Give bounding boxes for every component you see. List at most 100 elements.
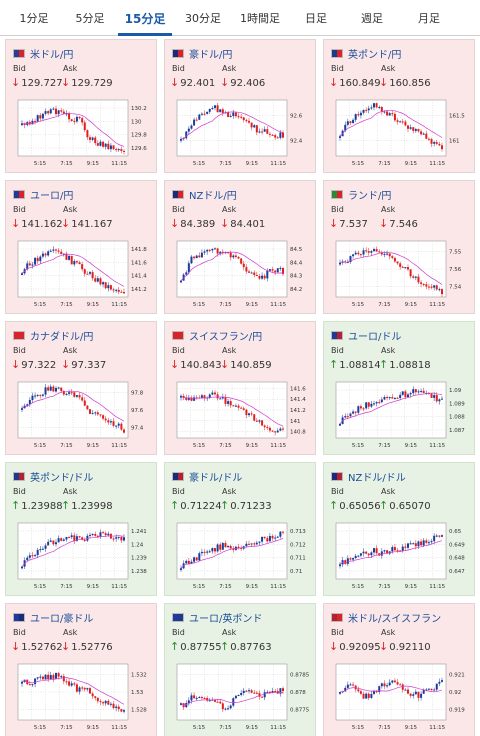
price-chart[interactable]: 0.921 0.92 0.919 5:15 7:15 9:15 11:15 (332, 658, 470, 734)
pair-link[interactable]: ユーロ/豪ドル (13, 610, 93, 625)
candle-body (234, 695, 237, 699)
candle-body (115, 149, 118, 151)
candle-body (89, 534, 91, 536)
price-chart[interactable]: 0.8785 0.878 0.8775 5:15 7:15 9:15 11:15 (173, 658, 311, 734)
x-tick-label: 11:15 (429, 302, 445, 308)
candle-body (276, 430, 279, 433)
candle-body (73, 261, 76, 265)
candle-body (263, 129, 266, 132)
pair-link[interactable]: 豪ドル/円 (172, 46, 232, 61)
x-tick-label: 9:15 (246, 161, 259, 167)
x-tick-label: 5:15 (34, 584, 47, 590)
price-chart[interactable]: 1.09 1.089 1.088 1.087 5:15 7:15 9:15 11:15 (332, 376, 470, 452)
candle-body (195, 557, 198, 561)
candle-body (245, 120, 248, 122)
candle-body (370, 403, 373, 407)
tab-1分足[interactable]: 1分足 (19, 12, 49, 25)
tab-月足[interactable]: 月足 (418, 12, 440, 25)
price-chart[interactable]: 141.6 141.4 141.2 141 140.8 5:15 7:15 9:15 11:15 (173, 376, 311, 452)
ask-label: Ask (222, 64, 237, 73)
pair-link[interactable]: ユーロ/円 (13, 187, 73, 202)
bid-price: 84.389 (180, 219, 216, 230)
price-chart[interactable]: 0.713 0.712 0.711 0.71 5:15 7:15 9:15 11:15 (173, 517, 311, 593)
candle-body (208, 700, 211, 702)
candle-body (104, 418, 107, 421)
candlestick-chart: 141.6 141.4 141.2 141 140.8 5:15 7:15 9:15 11:15 (176, 381, 306, 449)
candle-body (268, 691, 271, 693)
down-arrow-icon: ↓ (329, 76, 339, 89)
price-chart[interactable]: 161.5 161 5:15 7:15 9:15 11:15 (332, 94, 470, 170)
candle-body (370, 251, 373, 253)
candle-body (117, 149, 120, 151)
tab-日足[interactable]: 日足 (305, 12, 327, 25)
candle-body (274, 691, 277, 693)
candle-body (399, 550, 402, 552)
pair-link[interactable]: 豪ドル/ドル (172, 469, 243, 484)
candle-body (190, 256, 193, 264)
pair-link[interactable]: ユーロ/ドル (331, 328, 401, 343)
candle-body (407, 689, 409, 694)
candle-body (26, 263, 29, 270)
candle-body (62, 111, 65, 114)
candle-body (112, 703, 115, 709)
bid-value: ↓7.537 (329, 217, 368, 230)
candle-body (412, 694, 415, 696)
candle-body (414, 276, 417, 278)
pair-link[interactable]: スイスフラン/円 (172, 328, 262, 343)
candle-body (370, 693, 373, 698)
pair-link[interactable]: 米ドル/スイスフラン (331, 610, 441, 625)
candle-body (187, 263, 190, 273)
candle-body (420, 390, 423, 392)
candle-body (399, 263, 402, 267)
pair-link[interactable]: NZドル/円 (172, 187, 237, 202)
price-chart[interactable]: 84.5 84.4 84.3 84.2 5:15 7:15 9:15 11:15 (173, 235, 311, 311)
tab-1時間足[interactable]: 1時間足 (240, 12, 280, 25)
candle-body (425, 284, 428, 287)
candle-body (216, 248, 219, 254)
price-chart[interactable]: 97.8 97.6 97.4 5:15 7:15 9:15 11:15 (14, 376, 152, 452)
candle-body (78, 687, 81, 692)
pair-link[interactable]: 米ドル/円 (13, 46, 73, 61)
flag-icon (13, 471, 25, 481)
candle-body (102, 282, 105, 285)
y-tick-label: 1.528 (131, 708, 147, 714)
bid-label: Bid (172, 205, 185, 214)
candle-body (70, 392, 73, 394)
candle-body (52, 540, 55, 545)
pair-link[interactable]: 英ポンド/円 (331, 46, 401, 61)
price-chart[interactable]: 1.241 1.24 1.239 1.238 5:15 7:15 9:15 11:15 (14, 517, 152, 593)
pair-name: 豪ドル/ドル (189, 472, 243, 484)
tab-週足[interactable]: 週足 (361, 12, 383, 25)
candle-body (276, 536, 279, 538)
price-chart[interactable]: 92.6 92.4 5:15 7:15 9:15 11:15 (173, 94, 311, 170)
price-chart[interactable]: 141.8 141.6 141.4 141.2 5:15 7:15 9:15 11:15 (14, 235, 152, 311)
y-tick-label: 7.56 (449, 267, 462, 273)
price-chart[interactable]: 7.55 7.56 7.54 5:15 7:15 9:15 11:15 (332, 235, 470, 311)
price-chart[interactable]: 130.2 130 129.8 129.6 5:15 7:15 9:15 11:15 (14, 94, 152, 170)
candle-body (104, 700, 107, 704)
price-chart[interactable]: 1.532 1.53 1.528 5:15 7:15 9:15 11:15 (14, 658, 152, 734)
candle-body (81, 118, 84, 123)
candle-body (433, 395, 436, 398)
currency-card: ユーロ/豪ドル Bid Ask ↓1.52762 ↓1.52776 1.532 1.53 1.… (5, 603, 157, 736)
pair-link[interactable]: ユーロ/英ポンド (172, 610, 262, 625)
pair-link[interactable]: NZドル/ドル (331, 469, 406, 484)
candle-body (83, 687, 86, 690)
y-tick-label: 1.239 (131, 556, 147, 562)
pair-link[interactable]: カナダドル/円 (13, 328, 93, 343)
candle-body (221, 251, 224, 253)
candle-body (41, 548, 44, 550)
pair-link[interactable]: ランド/円 (331, 187, 391, 202)
candle-body (26, 404, 29, 406)
candle-body (86, 405, 89, 410)
y-tick-label: 141 (290, 419, 301, 425)
tab-15分足[interactable]: 15分足 (118, 0, 172, 36)
tab-5分足[interactable]: 5分足 (75, 12, 105, 25)
tab-30分足[interactable]: 30分足 (185, 12, 221, 25)
down-arrow-icon: ↓ (170, 217, 180, 230)
price-chart[interactable]: 0.65 0.649 0.648 0.647 5:15 7:15 9:15 11:15 (332, 517, 470, 593)
candle-body (55, 108, 57, 115)
pair-link[interactable]: 英ポンド/ドル (13, 469, 93, 484)
candle-body (375, 249, 378, 252)
candle-body (203, 251, 206, 253)
